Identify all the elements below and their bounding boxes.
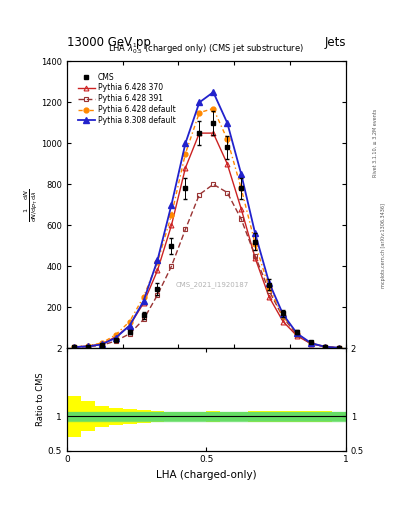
Text: mcplots.cern.ch [arXiv:1306.3436]: mcplots.cern.ch [arXiv:1306.3436] (381, 203, 386, 288)
Y-axis label: $\frac{1}{\mathrm{d}N/\mathrm{d}p_\mathrm{T}}\frac{\mathrm{d}N}{\mathrm{d}\lambd: $\frac{1}{\mathrm{d}N/\mathrm{d}p_\mathr… (22, 188, 40, 222)
Text: LHA $\lambda^{1}_{0.5}$ (charged only) (CMS jet substructure): LHA $\lambda^{1}_{0.5}$ (charged only) (… (108, 41, 304, 56)
Text: Rivet 3.1.10, ≥ 3.2M events: Rivet 3.1.10, ≥ 3.2M events (373, 109, 378, 178)
Text: CMS_2021_I1920187: CMS_2021_I1920187 (175, 282, 248, 288)
Text: Jets: Jets (324, 36, 346, 49)
X-axis label: LHA (charged-only): LHA (charged-only) (156, 470, 257, 480)
Y-axis label: Ratio to CMS: Ratio to CMS (36, 373, 45, 426)
Legend: CMS, Pythia 6.428 370, Pythia 6.428 391, Pythia 6.428 default, Pythia 8.308 defa: CMS, Pythia 6.428 370, Pythia 6.428 391,… (76, 71, 177, 126)
Text: 13000 GeV pp: 13000 GeV pp (67, 36, 151, 49)
